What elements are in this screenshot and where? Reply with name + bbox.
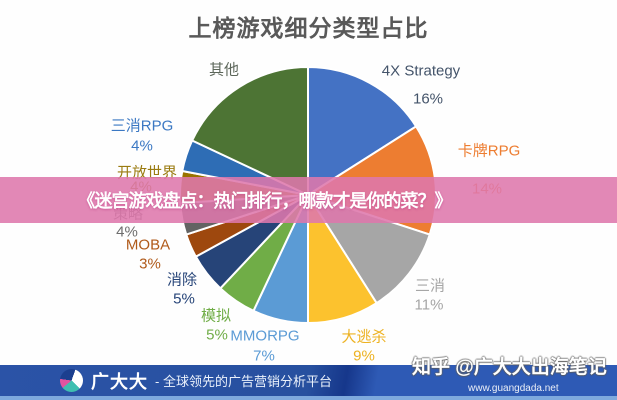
footer-accent-strip — [0, 396, 617, 400]
slice-percent-label: 4% — [116, 223, 138, 241]
slice-percent-label: 4% — [131, 137, 153, 155]
pie-slice — [307, 66, 418, 196]
slice-name-label: 三消RPG — [110, 117, 174, 135]
slice-name-label: 卡牌RPG — [457, 142, 521, 160]
watermark-url: www.guangdada.net — [468, 383, 559, 394]
headline-banner: 《迷宫游戏盘点：热门排行，哪款才是你的菜？》 — [0, 177, 617, 223]
brand-tagline: - 全球领先的广告营销分析平台 — [155, 374, 332, 389]
slice-name-label: 消除 — [166, 271, 198, 289]
slice-percent-label: 5% — [206, 326, 228, 344]
pie-logo-icon — [60, 369, 83, 392]
slice-name-label: MMORPG — [230, 327, 300, 345]
slice-name-label: 模拟 — [200, 307, 232, 325]
slice-name-label: 大逃杀 — [341, 328, 387, 346]
zhihu-watermark: 知乎 @广大大出海笔记 — [412, 357, 607, 378]
headline-text: 《迷宫游戏盘点：热门排行，哪款才是你的菜？》 — [77, 191, 453, 211]
slice-name-label: 其他 — [208, 61, 240, 79]
slice-percent-label: 7% — [253, 347, 275, 365]
slice-percent-label: 9% — [353, 347, 375, 365]
slice-name-label: 4X Strategy — [381, 62, 461, 80]
footer-bar: 广大大 - 全球领先的广告营销分析平台 — [0, 365, 617, 396]
slice-name-label: 三消 — [414, 277, 446, 295]
pie-slice — [191, 66, 309, 196]
slice-percent-label: 3% — [139, 255, 161, 273]
brand-name: 广大大 — [91, 371, 148, 392]
slice-name-label: MOBA — [125, 236, 171, 254]
slice-percent-label: 11% — [414, 296, 444, 314]
slice-percent-label: 16% — [412, 90, 444, 108]
chart-title: 上榜游戏细分类型占比 — [188, 15, 429, 41]
slice-percent-label: 5% — [173, 290, 195, 308]
